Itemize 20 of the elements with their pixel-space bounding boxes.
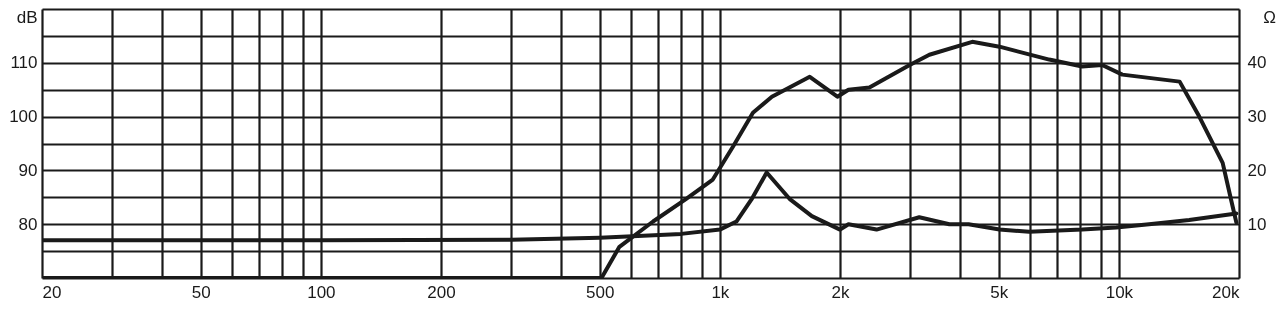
x-tick-label: 500 [586, 282, 615, 302]
x-tick-label: 50 [191, 282, 211, 302]
y2-tick-label: 20 [1247, 160, 1267, 180]
x-tick-label: 200 [427, 282, 456, 302]
y2-tick-label: 30 [1247, 107, 1267, 127]
y-axis-title: dB [16, 7, 38, 27]
y-tick-label: 80 [18, 214, 38, 234]
x-tick-label: 5k [990, 282, 1009, 302]
y-tick-label: 100 [9, 107, 38, 127]
y2-axis-title: Ω [1263, 7, 1276, 27]
y-tick-label: 90 [18, 160, 38, 180]
x-tick-label: 20k [1212, 282, 1240, 302]
y2-tick-label: 40 [1247, 53, 1267, 73]
x-tick-label: 20 [42, 282, 62, 302]
x-tick-label: 100 [307, 282, 336, 302]
x-tick-label: 2k [831, 282, 850, 302]
y-tick-label: 110 [10, 53, 38, 73]
y2-tick-label: 10 [1247, 214, 1267, 234]
x-tick-label: 10k [1105, 282, 1134, 302]
x-tick-label: 1k [711, 282, 730, 302]
